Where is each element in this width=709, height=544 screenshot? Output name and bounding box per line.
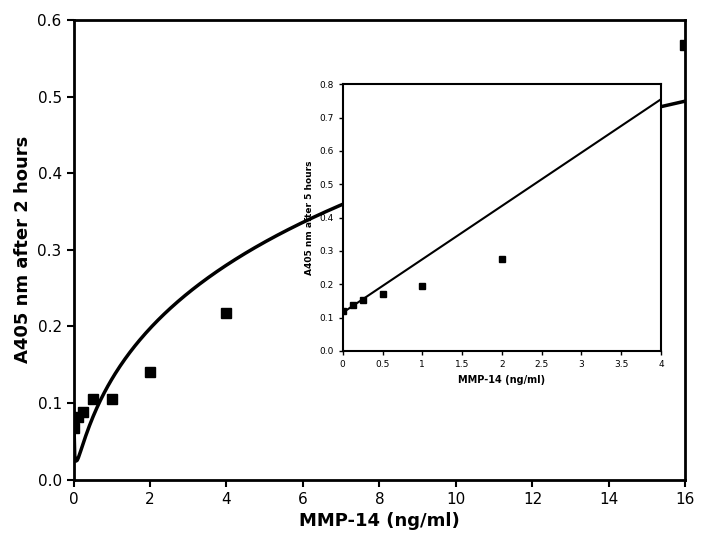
- X-axis label: MMP-14 (ng/ml): MMP-14 (ng/ml): [299, 512, 460, 530]
- Y-axis label: A405 nm after 2 hours: A405 nm after 2 hours: [14, 136, 32, 363]
